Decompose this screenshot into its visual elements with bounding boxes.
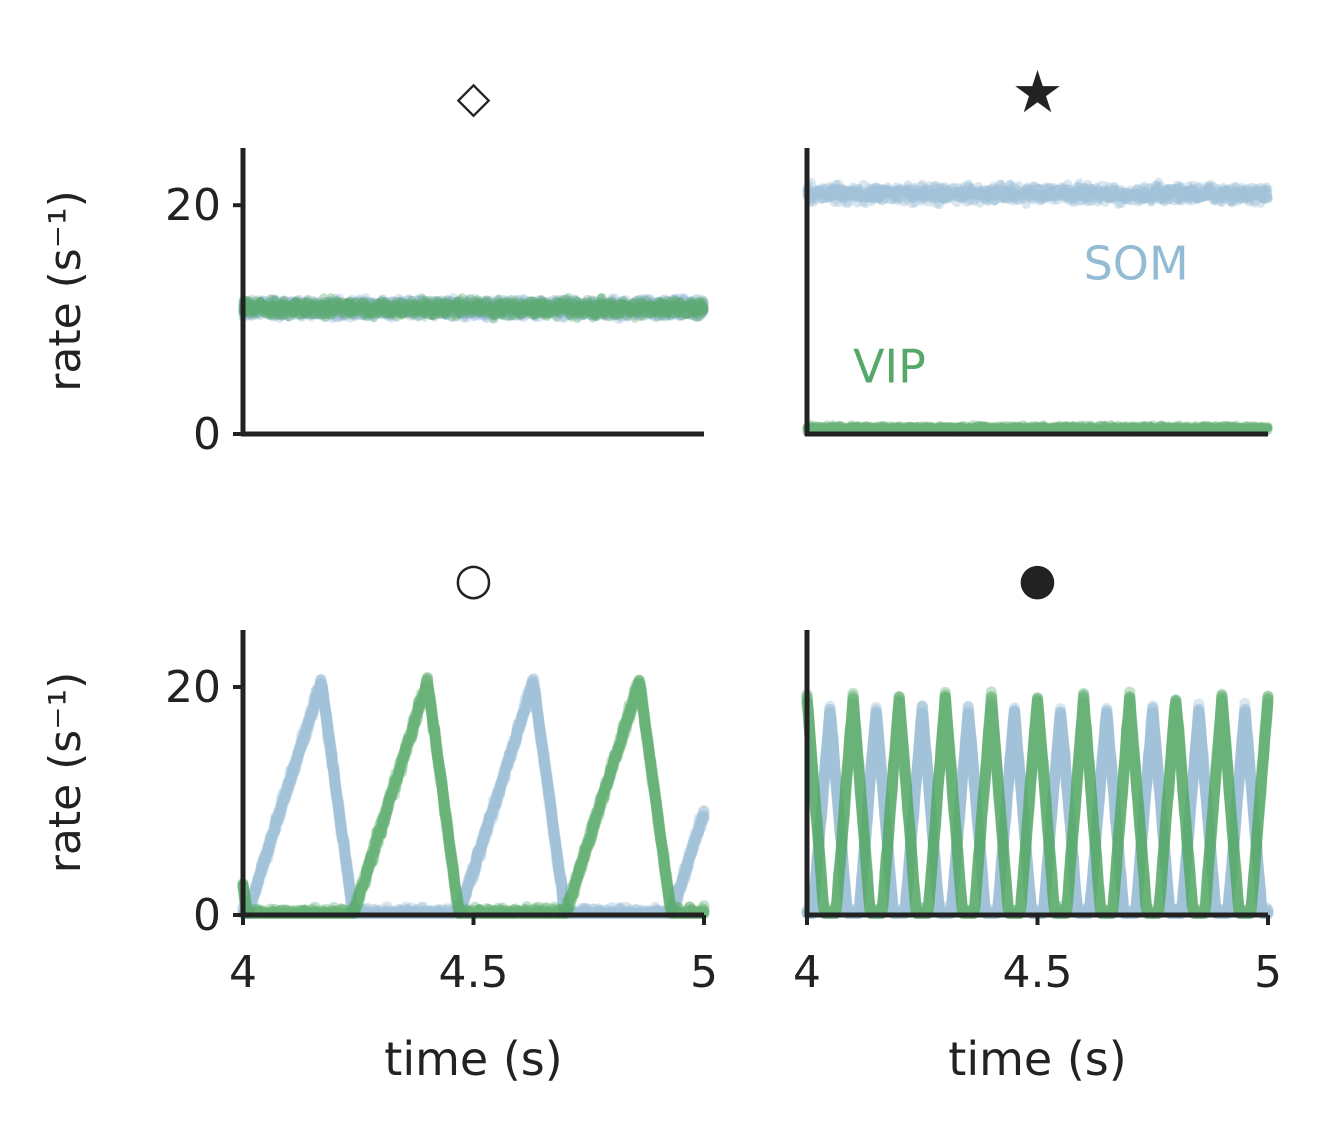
panel-marker-title: ★ — [1012, 58, 1064, 126]
trace-som-0 — [238, 292, 709, 324]
trace-som-4 — [237, 674, 710, 919]
trace-som-2 — [238, 293, 709, 323]
panel-marker-title: ○ — [454, 554, 492, 605]
panel-1: 0 20 rate (s⁻¹) ◇ — [40, 72, 709, 460]
trace-pv-3 — [238, 293, 709, 323]
y-tick-label: 20 — [165, 662, 221, 713]
trace-vip-1 — [237, 674, 710, 919]
trace-som-3 — [238, 293, 709, 323]
trace-vip-1 — [802, 420, 1273, 437]
panel-2: ★ SOM VIP — [802, 58, 1273, 437]
series-vip — [801, 686, 1274, 919]
trace-vip-1 — [801, 686, 1274, 919]
x-tick-label: 4.5 — [439, 947, 509, 998]
trace-vip-0 — [801, 686, 1274, 919]
trace-vip-3 — [801, 690, 1274, 919]
trace-vip-3 — [802, 420, 1273, 437]
panel-marker-title: ● — [1018, 554, 1056, 605]
series-som — [238, 292, 709, 324]
trace-som-1 — [238, 293, 709, 324]
trace-som-2 — [802, 179, 1273, 209]
trace-som-1 — [802, 177, 1273, 209]
panel-3: 0 20 4 4.5 5 rate (s⁻¹) time (s) ○ — [40, 554, 718, 1086]
trace-vip-3 — [238, 294, 709, 324]
panel-4: 4 4.5 5 time (s) ● — [793, 554, 1282, 1086]
series-vip — [238, 292, 709, 324]
y-tick-label: 20 — [165, 180, 221, 231]
y-axis-label: rate (s⁻¹) — [40, 190, 91, 391]
x-tick-label: 4 — [229, 947, 257, 998]
trace-vip-2 — [801, 689, 1274, 919]
trace-vip-1 — [238, 293, 709, 322]
panel-marker-title: ◇ — [457, 72, 491, 123]
series-som — [802, 177, 1273, 210]
trace-pv-4 — [238, 293, 709, 323]
trace-som-0 — [802, 177, 1273, 209]
trace-som-4 — [802, 179, 1273, 209]
trace-pv-0 — [238, 294, 709, 323]
trace-vip-4 — [238, 293, 709, 323]
trace-vip-0 — [238, 293, 709, 322]
trace-pv-2 — [238, 293, 709, 323]
trace-pv-1 — [238, 293, 709, 323]
annotation-som: SOM — [1084, 237, 1189, 291]
x-tick-label: 4.5 — [1003, 947, 1073, 998]
trace-som-3 — [802, 178, 1273, 210]
trace-vip-0 — [802, 420, 1273, 437]
annotation-vip: VIP — [853, 340, 926, 394]
trace-vip-2 — [238, 292, 709, 324]
y-tick-label: 0 — [193, 890, 221, 941]
x-axis-label: time (s) — [948, 1032, 1126, 1086]
y-tick-label: 0 — [193, 409, 221, 460]
x-tick-label: 4 — [793, 947, 821, 998]
trace-vip-2 — [802, 420, 1273, 437]
series-vip — [802, 420, 1273, 437]
trace-som-4 — [801, 698, 1274, 919]
x-tick-label: 5 — [690, 947, 718, 998]
series-pv — [238, 293, 709, 323]
trace-vip-4 — [801, 688, 1274, 919]
x-axis-label: time (s) — [384, 1032, 562, 1086]
x-tick-label: 5 — [1254, 947, 1282, 998]
trace-vip-4 — [802, 420, 1273, 437]
y-axis-label: rate (s⁻¹) — [40, 672, 91, 873]
trace-som-4 — [238, 293, 709, 323]
trace-som-2 — [237, 677, 710, 919]
